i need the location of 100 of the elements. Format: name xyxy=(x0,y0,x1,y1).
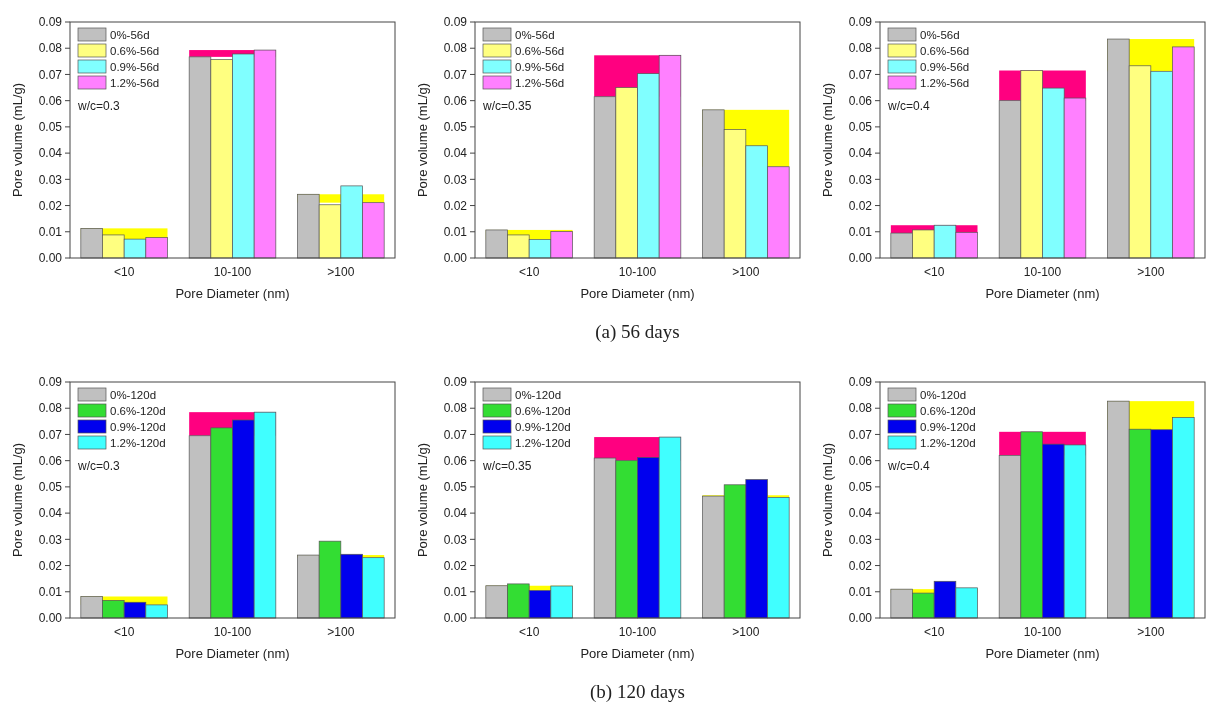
legend-label: 0.6%-56d xyxy=(920,44,970,57)
annotation: w/c=0.35 xyxy=(482,99,532,113)
y-tick-label: 0.08 xyxy=(848,41,873,56)
legend-label: 0%-56d xyxy=(110,28,150,41)
x-tick-label: >100 xyxy=(327,265,355,279)
y-tick-label: 0.04 xyxy=(443,146,468,161)
y-tick-label: 0.06 xyxy=(848,93,873,108)
legend-label: 0.9%-56d xyxy=(110,60,160,73)
y-tick-label: 0.04 xyxy=(848,506,873,521)
x-tick-label: <10 xyxy=(923,265,945,279)
y-tick-label: 0.00 xyxy=(443,611,468,626)
x-tick-label: <10 xyxy=(113,265,135,279)
y-tick-label: 0.04 xyxy=(848,146,873,161)
y-tick-label: 0.02 xyxy=(848,198,873,213)
y-tick-label: 0.07 xyxy=(848,427,873,442)
y-tick-label: 0.03 xyxy=(443,172,468,187)
y-tick-label: 0.02 xyxy=(443,198,468,213)
y-tick-label: 0.01 xyxy=(38,224,63,239)
y-tick-label: 0.06 xyxy=(38,453,63,468)
x-tick-label: <10 xyxy=(518,265,540,279)
x-tick-label: >100 xyxy=(327,625,355,639)
legend-label: 0.6%-120d xyxy=(920,404,976,417)
y-tick-label: 0.06 xyxy=(443,453,468,468)
legend-label: 0%-56d xyxy=(515,28,555,41)
x-axis-title: Pore Diameter (nm) xyxy=(985,286,1100,301)
x-axis-title: Pore Diameter (nm) xyxy=(985,646,1100,661)
y-tick-label: 0.06 xyxy=(443,93,468,108)
y-tick-label: 0.01 xyxy=(38,584,63,599)
legend-label: 1.2%-120d xyxy=(110,436,166,449)
y-tick-label: 0.09 xyxy=(848,375,873,390)
y-tick-label: 0.08 xyxy=(443,41,468,56)
y-tick-label: 0.00 xyxy=(848,251,873,266)
y-axis-title: Pore volume (mL/g) xyxy=(415,442,430,558)
y-tick-label: 0.01 xyxy=(848,584,873,599)
y-tick-label: 0.08 xyxy=(443,401,468,416)
y-axis-title: Pore volume (mL/g) xyxy=(415,82,430,198)
y-tick-label: 0.05 xyxy=(38,120,63,135)
annotation: w/c=0.4 xyxy=(887,459,931,473)
legend-label: 0.9%-120d xyxy=(110,420,166,433)
y-axis-title: Pore volume (mL/g) xyxy=(820,442,835,558)
y-tick-label: 0.05 xyxy=(38,480,63,495)
x-tick-label: <10 xyxy=(113,625,135,639)
legend-label: 0.6%-56d xyxy=(110,44,160,57)
y-axis-title: Pore volume (mL/g) xyxy=(10,442,25,558)
y-tick-label: 0.02 xyxy=(38,558,63,573)
y-tick-label: 0.00 xyxy=(38,251,63,266)
text: (a) 56 days xyxy=(595,321,680,343)
y-tick-label: 0.09 xyxy=(38,15,63,30)
y-tick-label: 0.08 xyxy=(38,41,63,56)
x-tick-label: 10-100 xyxy=(618,265,657,279)
y-tick-label: 0.05 xyxy=(443,120,468,135)
x-tick-label: 10-100 xyxy=(213,265,252,279)
y-tick-label: 0.00 xyxy=(443,251,468,266)
x-tick-label: >100 xyxy=(732,625,760,639)
y-tick-label: 0.07 xyxy=(443,67,468,82)
annotation: w/c=0.35 xyxy=(482,459,532,473)
legend-label: 0%-120d xyxy=(515,388,562,401)
legend-label: 0.6%-120d xyxy=(110,404,166,417)
x-axis-title: Pore Diameter (nm) xyxy=(580,646,695,661)
y-tick-label: 0.02 xyxy=(443,558,468,573)
x-tick-label: 10-100 xyxy=(1023,265,1062,279)
y-tick-label: 0.06 xyxy=(848,453,873,468)
y-tick-label: 0.04 xyxy=(38,506,63,521)
y-tick-label: 0.03 xyxy=(848,532,873,547)
y-tick-label: 0.02 xyxy=(848,558,873,573)
y-axis-title: Pore volume (mL/g) xyxy=(820,82,835,198)
x-axis-title: Pore Diameter (nm) xyxy=(175,646,290,661)
legend-label: 1.2%-56d xyxy=(515,76,565,89)
legend-label: 0.9%-56d xyxy=(920,60,970,73)
y-tick-label: 0.07 xyxy=(38,427,63,442)
y-tick-label: 0.01 xyxy=(848,224,873,239)
y-tick-label: 0.00 xyxy=(38,611,63,626)
x-tick-label: <10 xyxy=(518,625,540,639)
y-tick-label: 0.03 xyxy=(38,532,63,547)
x-axis-title: Pore Diameter (nm) xyxy=(175,286,290,301)
y-tick-label: 0.03 xyxy=(848,172,873,187)
x-tick-label: 10-100 xyxy=(1023,625,1062,639)
x-tick-label: >100 xyxy=(1137,625,1165,639)
y-tick-label: 0.03 xyxy=(443,532,468,547)
annotation: w/c=0.3 xyxy=(77,459,121,473)
legend-label: 1.2%-56d xyxy=(920,76,970,89)
legend-label: 0%-56d xyxy=(920,28,960,41)
y-tick-label: 0.04 xyxy=(443,506,468,521)
y-tick-label: 0.04 xyxy=(38,146,63,161)
x-tick-label: 10-100 xyxy=(618,625,657,639)
y-tick-label: 0.09 xyxy=(848,15,873,30)
legend-label: 1.2%-120d xyxy=(920,436,976,449)
y-tick-label: 0.05 xyxy=(848,480,873,495)
legend-label: 0.9%-120d xyxy=(920,420,976,433)
y-tick-label: 0.09 xyxy=(38,375,63,390)
y-tick-label: 0.03 xyxy=(38,172,63,187)
y-tick-label: 0.08 xyxy=(848,401,873,416)
y-tick-label: 0.08 xyxy=(38,401,63,416)
x-tick-label: >100 xyxy=(1137,265,1165,279)
y-tick-label: 0.02 xyxy=(38,198,63,213)
y-tick-label: 0.06 xyxy=(38,93,63,108)
y-tick-label: 0.01 xyxy=(443,584,468,599)
y-axis-title: Pore volume (mL/g) xyxy=(10,82,25,198)
y-tick-label: 0.07 xyxy=(848,67,873,82)
x-tick-label: 10-100 xyxy=(213,625,252,639)
